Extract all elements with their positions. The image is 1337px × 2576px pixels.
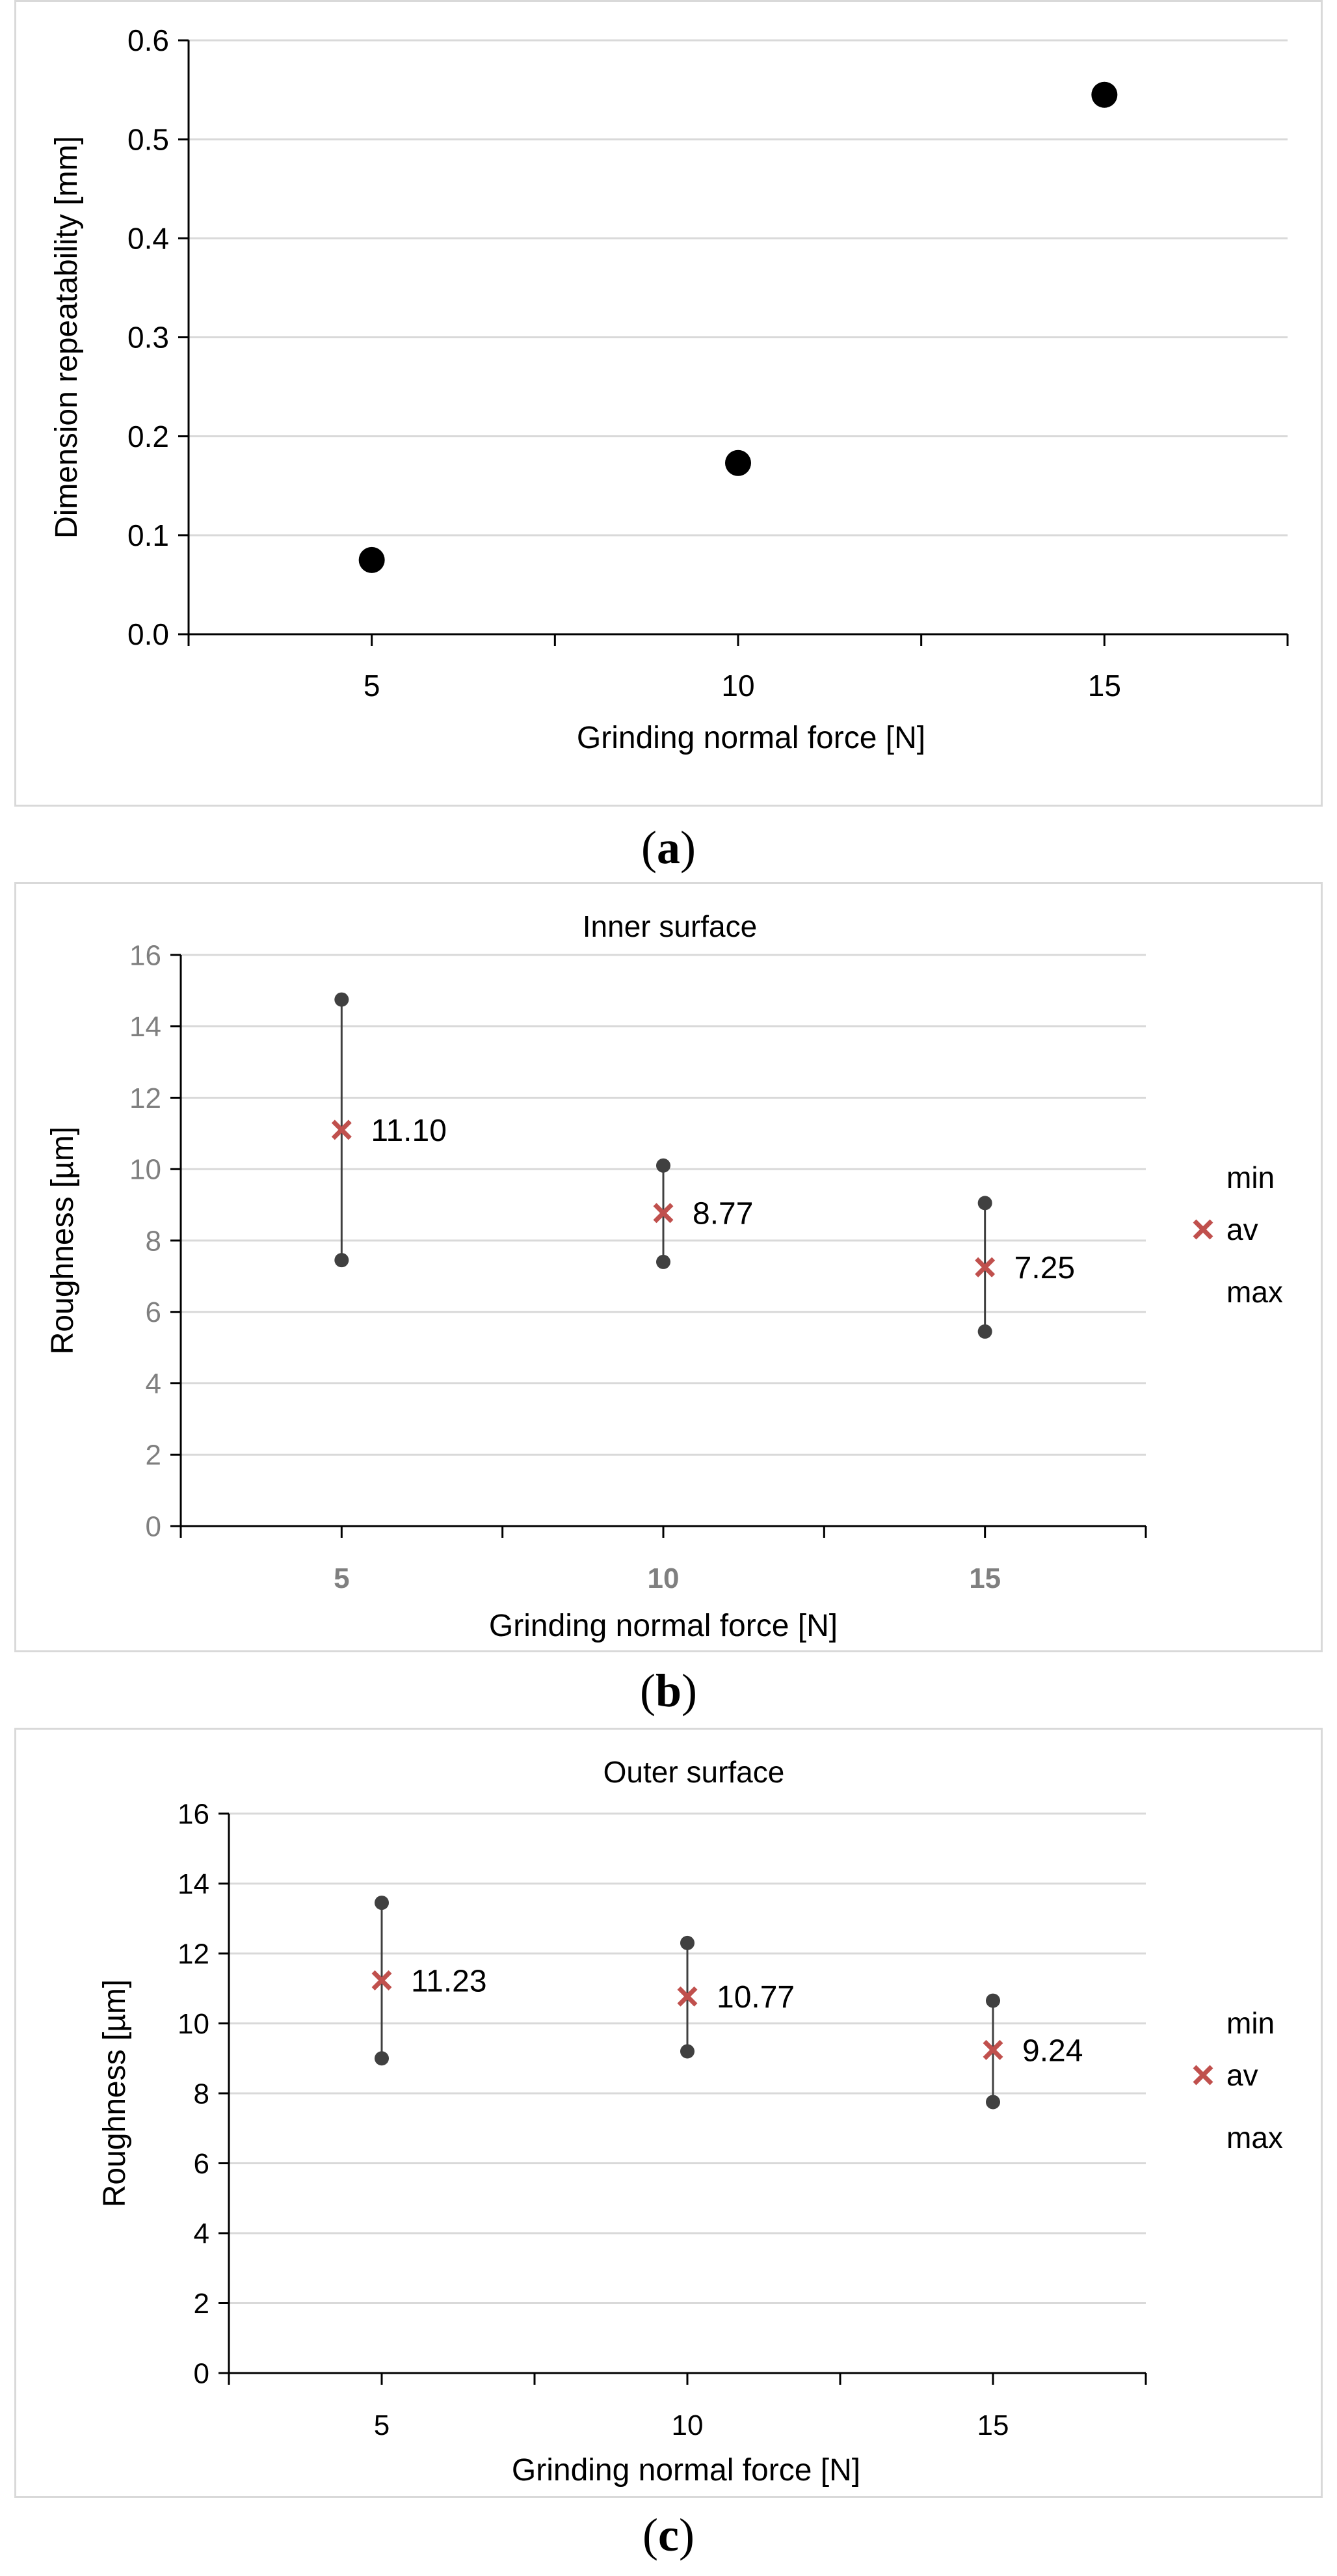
y-tick-label: 16 <box>129 939 161 971</box>
y-tick-label: 16 <box>178 1798 209 1830</box>
legend-label-max: max <box>1226 2121 1283 2154</box>
x-axis-label: Grinding normal force [N] <box>577 721 925 755</box>
av-point <box>975 1257 996 1278</box>
chart-title: Inner surface <box>583 909 757 943</box>
y-tick-label: 8 <box>194 2078 209 2110</box>
y-tick-label: 6 <box>194 2148 209 2180</box>
y-tick-label: 0.2 <box>127 420 169 453</box>
y-tick-label: 14 <box>129 1011 161 1043</box>
chart-panel-b <box>14 882 1323 1652</box>
max-point <box>680 1935 695 1950</box>
av-point <box>677 1986 698 2007</box>
legend-label-av: av <box>1226 2058 1258 2092</box>
y-tick-label: 0.3 <box>127 321 169 355</box>
min-point <box>986 2095 1000 2110</box>
x-tick-label: 15 <box>1088 669 1121 703</box>
data-label: 10.77 <box>717 1980 795 2015</box>
y-tick-label: 4 <box>194 2218 209 2249</box>
av-point <box>653 1203 674 1224</box>
min-point <box>680 2044 695 2059</box>
data-label: 9.24 <box>1022 2033 1083 2068</box>
x-tick-label: 5 <box>334 1563 349 1594</box>
y-tick-label: 0.4 <box>127 221 169 255</box>
x-tick-label: 10 <box>648 1563 680 1594</box>
x-tick-label: 10 <box>672 2409 704 2441</box>
caption-a: (a) <box>641 822 696 874</box>
y-tick-label: 0.1 <box>127 518 169 552</box>
max-point <box>656 1158 670 1173</box>
data-label: 11.10 <box>371 1114 447 1148</box>
legend-label-max: max <box>1226 1275 1283 1309</box>
caption-c: (c) <box>642 2509 695 2561</box>
y-tick-label: 6 <box>146 1296 161 1328</box>
legend-marker-av <box>1193 2065 1213 2086</box>
x-axis-label: Grinding normal force [N] <box>489 1609 838 1643</box>
y-axis-label: Roughness [µm] <box>46 1127 80 1354</box>
y-tick-label: 12 <box>129 1082 161 1114</box>
x-tick-label: 10 <box>721 669 754 703</box>
legend-label-av: av <box>1226 1213 1258 1246</box>
chart-panel-c <box>14 1728 1323 2498</box>
av-point <box>331 1120 352 1140</box>
y-tick-label: 0.5 <box>127 122 169 156</box>
max-point <box>986 1993 1000 2008</box>
y-axis-label: Dimension repeatability [mm] <box>49 136 84 539</box>
y-axis-label: Roughness [µm] <box>98 1979 132 2207</box>
min-point <box>977 1324 992 1339</box>
chart-a: 0.0 0.1 0.2 0.3 0.4 0.5 0.6 5 10 15 Grinding norma… <box>49 23 1289 755</box>
data-label: 7.25 <box>1014 1251 1075 1285</box>
min-point <box>334 1253 349 1268</box>
legend-marker-av <box>1193 1219 1213 1240</box>
chart-panel-a <box>14 0 1323 807</box>
y-tick-label: 0 <box>194 2357 209 2389</box>
x-tick-label: 15 <box>977 2409 1009 2441</box>
x-tick-label: 15 <box>969 1563 1001 1594</box>
legend-label-min: min <box>1226 2006 1275 2040</box>
data-point <box>1091 81 1118 108</box>
x-tick-label: 5 <box>364 669 380 703</box>
y-tick-label: 2 <box>194 2288 209 2320</box>
y-tick-label: 14 <box>178 1868 209 1900</box>
max-point <box>375 1896 389 1911</box>
y-tick-label: 0.6 <box>127 23 169 57</box>
y-tick-label: 4 <box>146 1368 161 1400</box>
chart-title: Outer surface <box>603 1755 785 1789</box>
x-axis-label: Grinding normal force [N] <box>512 2453 860 2488</box>
data-point <box>358 546 385 573</box>
caption-b: (b) <box>639 1665 697 1717</box>
x-tick-label: 5 <box>374 2409 390 2441</box>
av-point <box>371 1970 392 1991</box>
y-tick-label: 8 <box>146 1225 161 1257</box>
min-point <box>375 2051 389 2066</box>
y-tick-label: 0 <box>146 1510 161 1542</box>
y-tick-label: 2 <box>146 1440 161 1471</box>
data-label: 11.23 <box>411 1964 487 1998</box>
data-point <box>725 449 751 476</box>
chart-c: 0 2 4 6 8 10 12 14 16 5 10 15 Grinding normal force … <box>98 1755 1283 2488</box>
y-tick-label: 10 <box>129 1154 161 1186</box>
data-label: 8.77 <box>693 1197 753 1231</box>
max-point <box>334 992 349 1007</box>
y-tick-label: 10 <box>178 2008 209 2040</box>
chart-b: 0 2 4 6 8 10 12 14 16 5 10 15 Grinding normal force … <box>46 909 1283 1643</box>
av-point <box>983 2039 1003 2060</box>
y-tick-label: 12 <box>178 1938 209 1970</box>
min-point <box>656 1254 670 1269</box>
legend-label-min: min <box>1226 1161 1275 1194</box>
y-tick-label: 0.0 <box>127 617 169 651</box>
max-point <box>977 1196 992 1211</box>
